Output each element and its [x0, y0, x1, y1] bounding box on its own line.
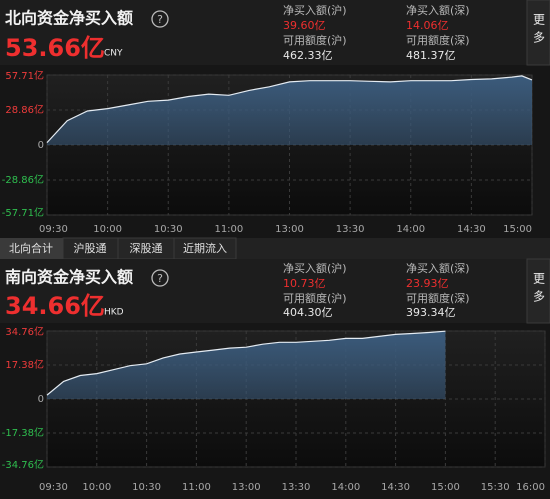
stat-value: 404.30亿	[283, 306, 333, 319]
x-tick-label: 09:30	[39, 224, 68, 235]
stat-label: 净买入额(沪)	[283, 3, 347, 17]
y-tick-label: 28.86亿	[5, 103, 44, 116]
stat-label: 净买入额(沪)	[283, 261, 347, 275]
y-tick-label: 0	[38, 394, 44, 405]
more-button[interactable]	[526, 258, 550, 324]
stat-label: 净买入额(深)	[406, 261, 470, 275]
x-tick-label: 13:30	[282, 482, 311, 493]
x-tick-label: 14:00	[396, 224, 425, 235]
chart: 34.76亿 17.38亿 0 -17.38亿 -34.76亿 09:30 10:00 10:…	[2, 325, 546, 493]
y-tick-label: 17.38亿	[5, 358, 44, 371]
x-tick-label: 13:00	[232, 482, 261, 493]
stat-value: 39.60亿	[283, 19, 326, 32]
series-line	[46, 75, 533, 144]
currency: CNY	[104, 49, 123, 59]
stat-value: 481.37亿	[406, 49, 456, 62]
x-tick-label: 14:30	[457, 224, 486, 235]
y-tick-label: -17.38亿	[2, 426, 44, 439]
x-tick-label: 15:00	[431, 482, 460, 493]
y-tick-label: -57.71亿	[2, 206, 44, 219]
x-tick-label: 15:00	[503, 224, 532, 235]
panel-title: 北向资金净买入额	[5, 9, 133, 28]
y-tick-label: 0	[38, 140, 44, 151]
stat-value: 10.73亿	[283, 277, 326, 290]
stat-value: 462.33亿	[283, 49, 333, 62]
more-button-text[interactable]: 更多	[532, 13, 546, 49]
y-tick-label: -28.86亿	[2, 173, 44, 186]
help-icon[interactable]	[151, 10, 169, 28]
currency: HKD	[104, 308, 124, 318]
north-header: 北向资金净买入额 ? 53.66亿 CNY 净买入额(沪) 39.60亿 净买入…	[0, 0, 550, 66]
area-fill	[47, 331, 446, 399]
series-line	[46, 330, 446, 396]
stat-value: 393.34亿	[406, 306, 456, 319]
stat-label: 可用额度(深)	[406, 291, 470, 305]
x-tick-label: 10:30	[132, 482, 161, 493]
header-bg	[0, 0, 550, 65]
x-tick-label: 13:00	[275, 224, 304, 235]
tab-bar: 北向合计 沪股通 深股通 近期流入	[0, 237, 550, 260]
x-tick-label: 14:00	[331, 482, 360, 493]
x-tick-label: 14:30	[381, 482, 410, 493]
stat-label: 净买入额(深)	[406, 3, 470, 17]
stat-label: 可用额度(沪)	[283, 291, 347, 305]
tab-label[interactable]: 北向合计	[9, 241, 53, 255]
stat-label: 可用额度(沪)	[283, 33, 347, 47]
x-tick-label: 16:00	[516, 482, 545, 493]
x-tick-label: 13:30	[336, 224, 365, 235]
south-header: 南向资金净买入额 ? 34.66亿 HKD 净买入额(沪) 10.73亿 净买入…	[0, 258, 550, 324]
x-tick-label: 11:00	[182, 482, 211, 493]
help-icon-text[interactable]: ?	[157, 13, 163, 26]
tab-label[interactable]: 沪股通	[74, 241, 107, 255]
panel-title: 南向资金净买入额	[5, 268, 133, 287]
more-button-text[interactable]: 更多	[532, 272, 546, 308]
x-tick-label: 10:00	[93, 224, 122, 235]
stat-value: 14.06亿	[406, 19, 449, 32]
y-tick-label: 34.76亿	[5, 325, 44, 338]
more-button[interactable]	[526, 0, 550, 66]
x-tick-label: 10:00	[82, 482, 111, 493]
stat-label: 可用额度(深)	[406, 33, 470, 47]
y-tick-label: 57.71亿	[5, 69, 44, 82]
y-tick-label: -34.76亿	[2, 458, 44, 471]
x-tick-label: 09:30	[39, 482, 68, 493]
area-fill	[47, 75, 532, 145]
stat-value: 23.93亿	[406, 277, 449, 290]
x-tick-label: 15:30	[481, 482, 510, 493]
header-bg	[0, 259, 550, 323]
x-tick-label: 10:30	[154, 224, 183, 235]
tab-label[interactable]: 深股通	[130, 242, 163, 255]
help-icon-text[interactable]: ?	[157, 272, 163, 285]
tab-active[interactable]	[0, 238, 63, 259]
help-icon[interactable]	[151, 269, 169, 287]
net-total: 34.66亿	[5, 292, 105, 320]
tab-label[interactable]: 近期流入	[183, 241, 227, 255]
net-total: 53.66亿	[5, 34, 105, 62]
x-tick-label: 11:00	[214, 224, 243, 235]
chart: 57.71亿 28.86亿 0 -28.86亿 -57.71亿 09:30 10:00 10:…	[2, 69, 533, 235]
